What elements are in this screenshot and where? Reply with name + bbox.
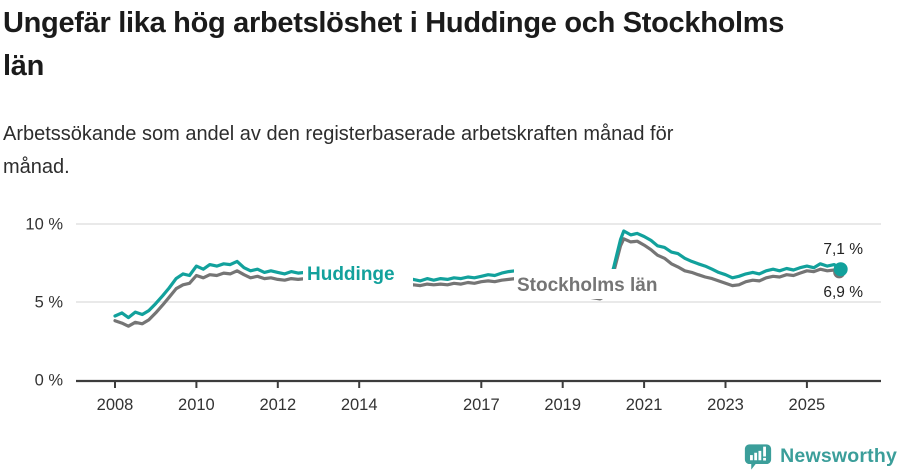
y-axis-labels: 0 % 5 % 10 % — [25, 216, 63, 390]
series-label-stockholms-län: Stockholms län — [517, 275, 657, 296]
x-tick-label: 2017 — [463, 396, 500, 414]
series-label-huddinge: Huddinge — [307, 264, 395, 285]
title-line-2: län — [3, 50, 44, 82]
newsworthy-logo-icon — [745, 444, 772, 470]
subtitle-line-1: Arbetssökande som andel av den registerb… — [3, 123, 674, 145]
exclamation-bar — [763, 446, 767, 457]
subtitle-line-2: månad. — [3, 156, 70, 178]
exclamation-dot — [763, 457, 767, 461]
title-line-1: Ungefär lika hög arbetslöshet i Huddinge… — [3, 7, 785, 39]
series-line-stockholms-län — [113, 237, 843, 328]
chart-subtitle: Arbetssökande som andel av den registerb… — [3, 118, 863, 184]
x-tick-label: 2023 — [707, 396, 744, 414]
x-tick-label: 2019 — [544, 396, 581, 414]
newsworthy-brand: Newsworthy — [743, 442, 897, 471]
series-line-huddinge — [113, 229, 843, 320]
series-labels: Huddinge Stockholms län — [303, 261, 660, 299]
page-title: Ungefär lika hög arbetslöshet i Huddinge… — [3, 2, 897, 88]
end-value-label: 6,9 % — [823, 284, 863, 301]
stockholms-lan-end-dot — [833, 266, 846, 279]
x-tick-label: 2014 — [341, 396, 378, 414]
series-end-dots — [833, 262, 848, 279]
y-tick-label: 0 % — [35, 372, 64, 390]
bar-chart-glyph — [750, 446, 767, 461]
x-tick-label: 2010 — [178, 396, 215, 414]
x-tick-label: 2025 — [789, 396, 826, 414]
end-value-label: 7,1 % — [823, 241, 863, 258]
series-label-halo — [514, 269, 660, 299]
x-tick-label: 2021 — [626, 396, 663, 414]
end-annotations: 7,1 % 6,9 % — [823, 241, 863, 301]
gridlines — [76, 223, 881, 303]
x-tick-label: 2008 — [97, 396, 134, 414]
series-lines — [113, 229, 843, 328]
y-tick-label: 10 % — [25, 216, 63, 234]
x-axis: 2008 2010 2012 2014 2017 2019 2021 2023 2025 — [76, 379, 881, 414]
y-tick-label: 5 % — [35, 294, 64, 312]
x-tick-label: 2012 — [259, 396, 296, 414]
brand-wordmark: Newsworthy — [780, 445, 897, 467]
series-label-halo — [303, 261, 413, 289]
huddinge-end-dot — [833, 262, 848, 277]
